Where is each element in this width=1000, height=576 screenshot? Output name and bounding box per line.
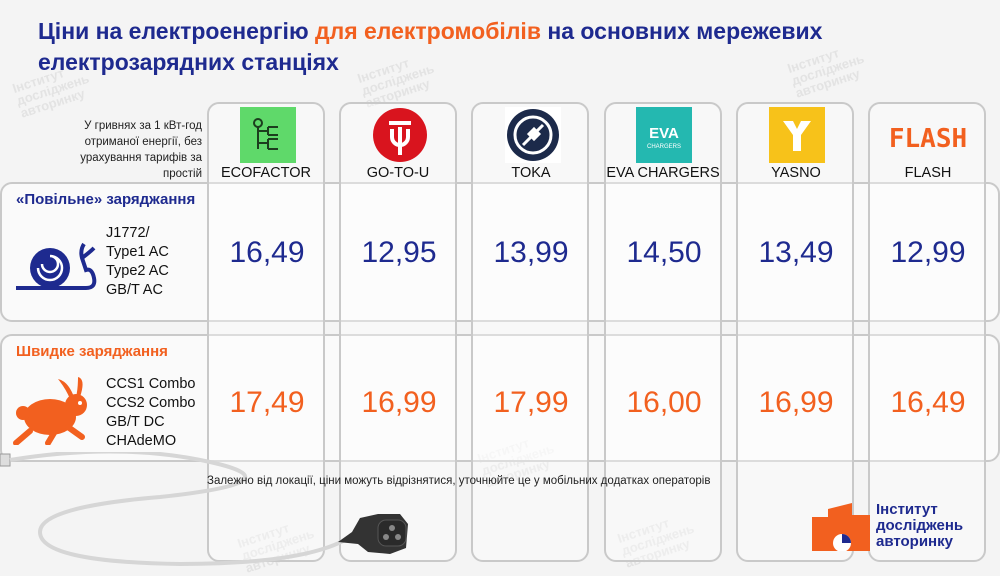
operator-column-flash <box>868 102 986 562</box>
operator-label: EVA CHARGERS <box>606 165 720 181</box>
svg-text:FLASH: FLASH <box>889 124 967 154</box>
slow-charging-title: «Повільне» заряджання <box>16 191 196 208</box>
fast-price: 16,99 <box>758 386 834 419</box>
yasno-logo-icon <box>769 107 825 163</box>
connector-type: J1772/ <box>106 225 150 241</box>
operator-label: TOKA <box>511 165 551 181</box>
connector-type: CCS2 Combo <box>106 395 196 411</box>
operator-column-yasno <box>736 102 854 562</box>
ecofactor-logo-icon <box>240 107 296 163</box>
svg-text:EVA: EVA <box>649 125 679 142</box>
operator-column-toka <box>471 102 589 562</box>
institute-line: досліджень <box>876 517 964 534</box>
footnote: Залежно від локації, ціни можуть відрізн… <box>207 475 711 487</box>
fast-price: 16,00 <box>626 386 702 419</box>
title-part1: Ціни на електроенергію <box>38 18 315 44</box>
fast-price: 16,49 <box>890 386 966 419</box>
operator-column-eva <box>604 102 722 562</box>
slow-row <box>0 182 1000 322</box>
operator-label: YASNO <box>771 165 821 181</box>
operator-label: GO-TO-U <box>366 165 430 181</box>
slow-price: 13,49 <box>758 236 834 269</box>
fast-row <box>0 334 1000 462</box>
fast-connectors: CCS1 Combo CCS2 Combo GB/T DC CHAdeMO <box>106 375 195 451</box>
slow-price: 13,99 <box>493 236 569 269</box>
slow-price: 14,50 <box>626 236 702 269</box>
fast-price: 16,99 <box>361 386 437 419</box>
connector-type: Type1 AC <box>106 244 169 260</box>
snail-icon <box>12 238 100 294</box>
flash-logo-icon: FLASH <box>880 107 976 163</box>
connector-type: GB/T AC <box>106 282 163 298</box>
title-part2: на основних мережевих електрозарядних ст… <box>38 18 823 75</box>
units-note: У гривнях за 1 кВт-год отриманої енергії… <box>80 120 202 180</box>
fast-charging-title: Швидке заряджання <box>16 343 168 360</box>
slow-price: 12,95 <box>361 236 437 269</box>
institute-logo-icon <box>812 503 872 552</box>
gotou-logo-icon <box>372 107 428 163</box>
page-title: Ціни на електроенергію для електромобілі… <box>38 16 938 78</box>
operator-label: ECOFACTOR <box>221 165 311 181</box>
charging-cable-icon <box>0 449 420 571</box>
connector-type: GB/T DC <box>106 414 165 430</box>
operator-column-gotou <box>339 102 457 562</box>
institute-line: авторинку <box>876 533 953 550</box>
rabbit-icon <box>8 375 98 446</box>
toka-logo-icon <box>505 107 561 163</box>
svg-text:CHARGERS: CHARGERS <box>647 144 681 150</box>
slow-price: 12,99 <box>890 236 966 269</box>
connector-type: CCS1 Combo <box>106 376 196 392</box>
connector-type: Type2 AC <box>106 263 169 279</box>
slow-price: 16,49 <box>229 236 305 269</box>
operator-label: FLASH <box>904 165 952 181</box>
institute-name: Інститут досліджень авторинку <box>876 502 963 550</box>
connector-type: CHAdeMO <box>106 433 177 449</box>
institute-line: Інститут <box>876 501 938 518</box>
fast-price: 17,99 <box>493 386 569 419</box>
eva-logo-icon: EVA CHARGERS <box>636 107 692 163</box>
slow-connectors: J1772/ Type1 AC Type2 AC GB/T AC <box>106 224 169 300</box>
fast-price: 17,49 <box>229 386 305 419</box>
title-accent: для електромобілів <box>314 18 541 44</box>
